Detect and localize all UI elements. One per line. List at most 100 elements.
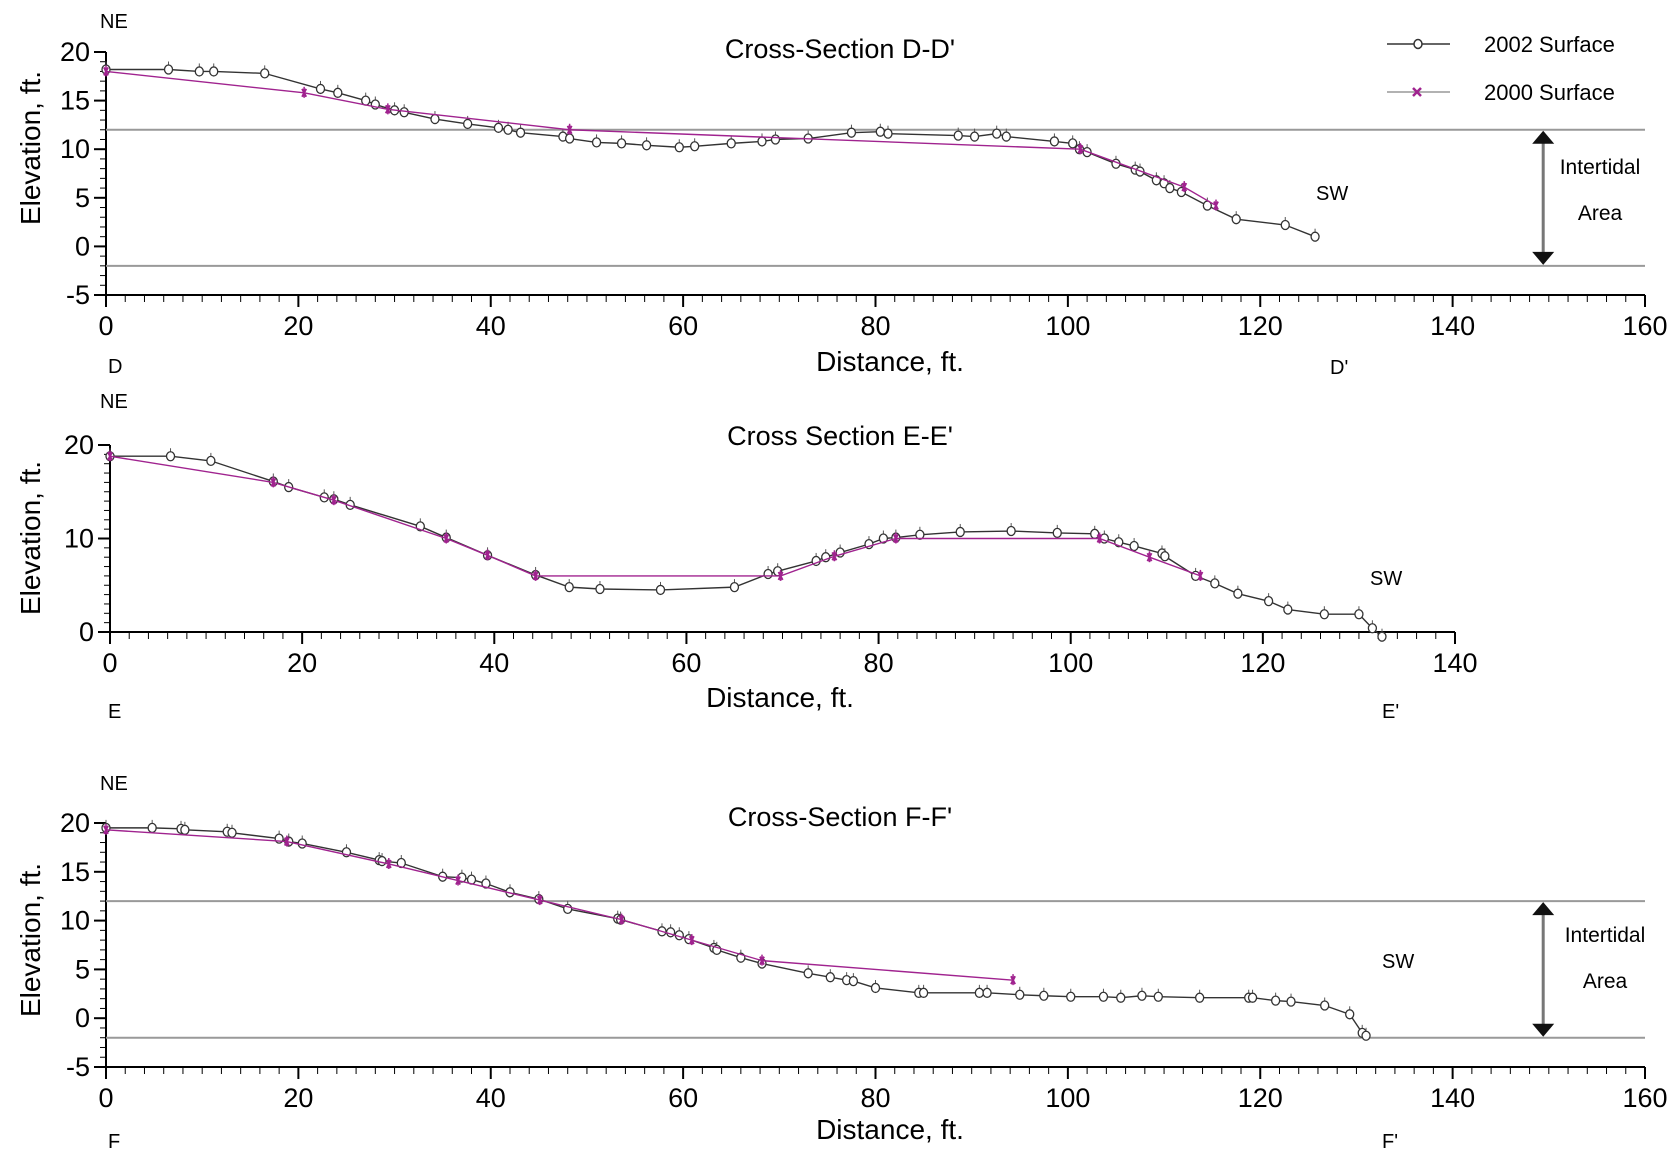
data-point-2002: [726, 138, 736, 149]
data-point-2002: [463, 118, 473, 130]
chart-title: Cross Section E-E': [727, 421, 953, 451]
y-axis-label: Elevation, ft.: [15, 71, 46, 225]
data-point-2002: [377, 855, 387, 867]
data-point-2002: [1153, 991, 1163, 1002]
data-point-2002: [481, 878, 491, 889]
x-tick-label: 20: [283, 311, 313, 341]
y-tick-label: 20: [60, 808, 90, 838]
x-tick-label: 140: [1430, 311, 1475, 341]
y-tick-label: 10: [60, 134, 90, 164]
data-point-2002: [1310, 231, 1320, 242]
y-tick-label: 5: [75, 183, 90, 213]
data-point-2002: [227, 827, 237, 838]
data-point-2002: [1270, 995, 1281, 1006]
data-point-2002: [1319, 609, 1329, 620]
data-point-2002: [1377, 631, 1387, 642]
data-point-2002: [641, 140, 652, 151]
data-point-2002: [399, 107, 409, 118]
data-point-2002: [1231, 214, 1241, 225]
data-point-2002: [165, 451, 176, 462]
data-point-2002: [1361, 1030, 1371, 1041]
data-point-2002: [1001, 131, 1011, 142]
data-point-2002: [209, 66, 219, 77]
x-tick-label: 160: [1622, 1083, 1667, 1113]
data-point-2002: [1129, 540, 1139, 552]
data-point-2002: [763, 568, 773, 580]
series-2000-line: [109, 455, 1201, 577]
data-point-2002: [333, 87, 343, 98]
x-tick-label: 60: [671, 648, 701, 678]
x-tick-label: 0: [98, 311, 113, 341]
x-tick-label: 40: [476, 1083, 506, 1113]
x-tick-label: 140: [1432, 648, 1477, 678]
data-point-2002: [955, 526, 965, 538]
y-tick-label: 10: [64, 524, 94, 554]
data-point-2002: [1354, 609, 1364, 620]
arrow-up-icon: [1532, 130, 1555, 144]
x-tick-label: 40: [476, 311, 506, 341]
data-point-2002: [430, 113, 440, 125]
arrow-up-icon: [1532, 902, 1555, 916]
data-point-2002: [297, 838, 307, 849]
data-point-2002: [616, 138, 627, 149]
x-tick-label: 20: [287, 648, 317, 678]
data-point-2002: [848, 975, 859, 987]
data-point-2002: [1286, 996, 1296, 1007]
corner-label-sw: SW: [1370, 568, 1402, 590]
data-point-2002: [1006, 525, 1016, 537]
x-tick-label: 120: [1238, 311, 1283, 341]
data-point-2002: [915, 529, 925, 540]
y-tick-label: -5: [66, 280, 90, 310]
data-point-2002: [729, 581, 740, 593]
data-point-2002: [803, 968, 813, 979]
corner-label-start: D: [108, 356, 122, 378]
data-point-2002: [992, 128, 1002, 139]
data-point-2002: [1015, 989, 1025, 1000]
data-point-2002: [974, 987, 985, 998]
series-2002-line: [106, 68, 1316, 238]
data-point-2002: [1283, 604, 1293, 615]
intertidal-label-line: Area: [1578, 202, 1623, 225]
data-point-2002: [982, 987, 992, 998]
data-point-2002: [1049, 136, 1060, 147]
y-axis-label: Elevation, ft.: [15, 863, 46, 1017]
data-point-2002: [1165, 182, 1175, 194]
x-tick-label: 100: [1048, 648, 1093, 678]
x-tick-label: 80: [864, 648, 894, 678]
data-point-2002: [770, 134, 781, 145]
data-point-2002: [260, 68, 270, 79]
data-point-2002: [870, 982, 881, 994]
data-point-2002: [1233, 588, 1243, 599]
data-point-2002: [878, 533, 889, 544]
series-2000-line: [105, 70, 1217, 207]
data-point-2002: [1320, 1000, 1330, 1011]
data-point-2002: [1345, 1009, 1355, 1020]
data-point-2002: [147, 822, 157, 834]
data-point-2002: [163, 64, 174, 75]
data-point-2002: [1195, 992, 1205, 1003]
data-point-2002: [1137, 990, 1147, 1001]
data-point-2002: [1263, 595, 1274, 607]
data-point-2002: [206, 455, 216, 467]
y-tick-label: 0: [79, 617, 94, 647]
x-tick-label: 100: [1045, 311, 1090, 341]
x-tick-label: 20: [283, 1083, 313, 1113]
y-tick-label: -5: [66, 1052, 90, 1082]
intertidal-label-line: Area: [1583, 970, 1628, 993]
legend-item: 2000 Surface: [1387, 80, 1615, 105]
data-point-2002: [591, 137, 602, 148]
x-tick-label: 120: [1240, 648, 1285, 678]
data-point-2002: [655, 584, 666, 596]
arrow-down-icon: [1532, 1023, 1555, 1037]
intertidal-label-line: Intertidal: [1560, 156, 1641, 179]
x-tick-label: 60: [668, 1083, 698, 1113]
x-tick-label: 80: [860, 1083, 890, 1113]
data-point-2002: [757, 136, 767, 147]
y-tick-label: 10: [60, 906, 90, 936]
data-point-2002: [690, 141, 700, 152]
data-point-2002: [1066, 991, 1076, 1002]
x-axis-label: Distance, ft.: [706, 682, 854, 713]
data-point-2002: [315, 83, 326, 95]
data-point-2002: [969, 131, 980, 142]
